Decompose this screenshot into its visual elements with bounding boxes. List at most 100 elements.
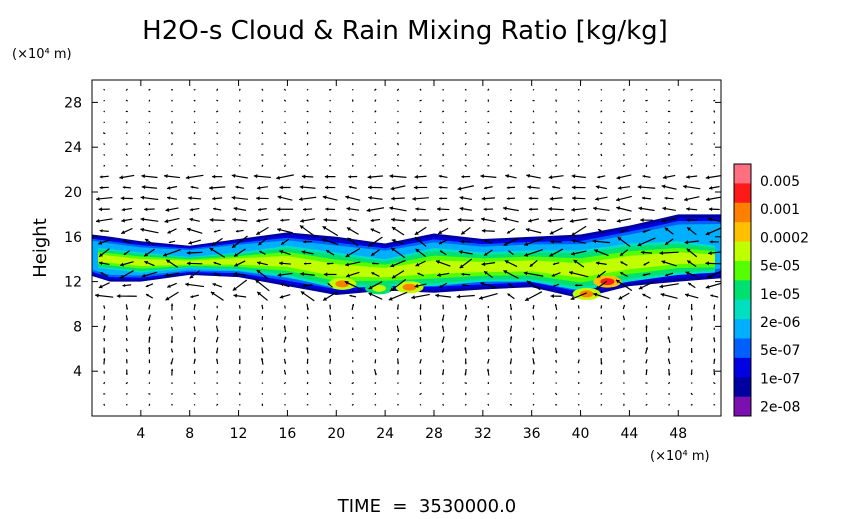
wind-vector-head xyxy=(213,272,217,275)
wind-vector-head xyxy=(98,284,103,289)
wind-vector xyxy=(216,99,219,102)
wind-vector-head xyxy=(509,336,513,339)
wind-vector-head xyxy=(600,373,603,375)
wind-vector xyxy=(532,393,535,395)
wind-vector xyxy=(622,164,626,167)
wind-vector-head xyxy=(258,241,262,246)
wind-vector xyxy=(171,153,173,157)
wind-vector-head xyxy=(390,287,395,292)
wind-vector-head xyxy=(260,358,264,361)
wind-vector-head xyxy=(419,337,422,339)
wind-vector-head xyxy=(548,175,553,180)
wind-vector-head xyxy=(98,207,103,212)
wind-vector-head xyxy=(96,196,100,201)
wind-vector xyxy=(622,143,626,146)
wind-vector xyxy=(487,349,490,352)
wind-vector-head xyxy=(231,173,236,178)
wind-vector-head xyxy=(597,175,601,179)
wind-vector xyxy=(193,392,196,395)
wind-vector-head xyxy=(710,294,714,298)
wind-vector-head xyxy=(686,207,690,211)
wind-vector xyxy=(374,99,377,102)
wind-vector-head xyxy=(660,292,665,297)
wind-vector-head xyxy=(645,325,648,328)
wind-vector xyxy=(329,143,332,146)
wind-vector-head xyxy=(166,259,171,264)
wind-vector-head xyxy=(483,207,487,212)
wind-vector-head xyxy=(507,293,511,297)
wind-vector-head xyxy=(216,318,218,321)
wind-vector-head xyxy=(571,232,576,236)
wind-vector-head xyxy=(280,283,284,287)
wind-vector xyxy=(351,370,354,374)
wind-vector xyxy=(284,110,286,113)
wind-vector-head xyxy=(233,206,238,211)
wind-vector xyxy=(125,348,128,353)
wind-vector-head xyxy=(593,206,597,211)
wind-vector xyxy=(102,132,106,135)
wind-vector-head xyxy=(616,206,621,211)
wind-vector-head xyxy=(140,217,145,222)
wind-vector-head xyxy=(690,318,693,321)
wind-vector-head xyxy=(555,351,558,354)
wind-vector-head xyxy=(324,174,329,179)
wind-vector-head xyxy=(690,351,693,354)
wind-vector xyxy=(216,88,219,91)
wind-vector-head xyxy=(713,337,715,339)
hot-spot xyxy=(402,283,417,291)
wind-vector-head xyxy=(367,175,372,180)
wind-vector-head xyxy=(170,340,174,344)
colorbar-swatch xyxy=(734,241,751,262)
wind-vector-head xyxy=(259,250,262,254)
wind-vector-head xyxy=(397,329,400,332)
wind-vector-head xyxy=(615,279,620,284)
wind-vector-head xyxy=(144,260,149,265)
wind-vector xyxy=(283,381,287,385)
wind-vector-head xyxy=(417,272,420,276)
wind-vector xyxy=(103,164,106,167)
wind-vector-head xyxy=(256,270,261,274)
colorbar-swatch xyxy=(734,183,751,204)
wind-vector-head xyxy=(396,307,399,310)
wind-vector-head xyxy=(95,218,100,223)
wind-vector xyxy=(667,381,671,385)
wind-vector-head xyxy=(643,263,646,266)
wind-vector xyxy=(328,88,332,91)
wind-vector xyxy=(193,403,196,406)
wind-vector-head xyxy=(323,272,328,277)
wind-vector-head xyxy=(257,291,262,296)
wind-vector xyxy=(487,88,490,91)
y-tick-label: 20 xyxy=(64,185,82,201)
wind-vector-head xyxy=(147,318,151,321)
wind-vector-head xyxy=(439,284,443,288)
wind-vector-head xyxy=(620,261,624,265)
wind-vector-head xyxy=(303,240,306,244)
wind-vector xyxy=(238,153,241,156)
wind-vector-head xyxy=(303,207,306,212)
wind-vector-head xyxy=(323,217,328,222)
wind-vector-head xyxy=(189,274,194,279)
wind-vector-head xyxy=(212,282,216,287)
wind-vector-head xyxy=(345,253,350,257)
wind-vector xyxy=(532,164,535,167)
wind-vector-head xyxy=(103,351,106,354)
wind-vector xyxy=(622,392,625,395)
wind-vector-head xyxy=(99,175,103,179)
wind-vector-head xyxy=(329,373,332,375)
wind-vector-head xyxy=(238,325,241,328)
wind-vector-head xyxy=(596,218,600,222)
wind-vector xyxy=(441,110,445,113)
wind-vector-head xyxy=(481,196,486,201)
wind-vector-head xyxy=(145,284,149,288)
wind-vector-head xyxy=(141,174,145,179)
wind-vector-head xyxy=(412,196,416,201)
wind-vector-head xyxy=(645,361,647,364)
wind-vector-head xyxy=(686,248,691,253)
wind-vector-head xyxy=(167,196,171,200)
colorbar-label: 0.005 xyxy=(760,174,800,190)
wind-vector-head xyxy=(327,283,330,286)
wind-vector xyxy=(441,143,445,146)
wind-vector-head xyxy=(370,218,374,223)
wind-vector-head xyxy=(164,219,169,224)
wind-vector xyxy=(397,382,399,384)
